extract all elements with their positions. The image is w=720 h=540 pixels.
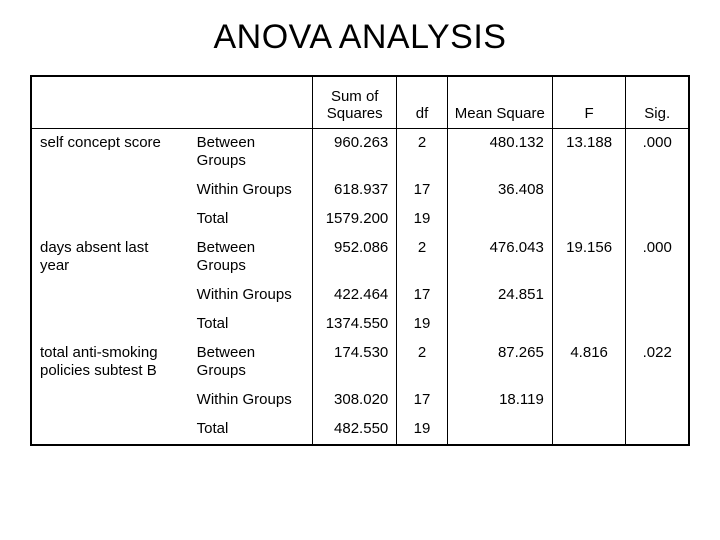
ss-cell: 1374.550 <box>313 310 397 339</box>
f-cell <box>552 386 626 415</box>
anova-table: Sum ofSquares df Mean Square F Sig. self… <box>30 75 690 446</box>
table-row: total anti-smoking policies subtest BBet… <box>31 339 689 387</box>
df-cell: 2 <box>397 128 447 176</box>
sig-cell: .000 <box>626 128 689 176</box>
col-header-df: df <box>397 76 447 128</box>
col-header-ms: Mean Square <box>447 76 552 128</box>
ss-cell: 482.550 <box>313 415 397 445</box>
f-cell <box>552 176 626 205</box>
ms-cell <box>447 310 552 339</box>
slide: ANOVA ANALYSIS Sum ofSquares df Mean Squ… <box>0 0 720 540</box>
sig-cell <box>626 205 689 234</box>
ss-cell: 422.464 <box>313 281 397 310</box>
source-cell: Between Groups <box>189 339 313 387</box>
f-cell <box>552 415 626 445</box>
sig-cell <box>626 415 689 445</box>
f-cell: 19.156 <box>552 234 626 282</box>
ms-cell <box>447 415 552 445</box>
source-cell: Between Groups <box>189 128 313 176</box>
sig-cell <box>626 176 689 205</box>
col-header-source <box>189 76 313 128</box>
f-cell: 13.188 <box>552 128 626 176</box>
table-row: self concept scoreBetween Groups960.2632… <box>31 128 689 176</box>
ms-cell <box>447 205 552 234</box>
df-cell: 17 <box>397 386 447 415</box>
source-cell: Within Groups <box>189 176 313 205</box>
source-cell: Between Groups <box>189 234 313 282</box>
ms-cell: 36.408 <box>447 176 552 205</box>
df-cell: 2 <box>397 234 447 282</box>
anova-body: self concept scoreBetween Groups960.2632… <box>31 128 689 445</box>
source-cell: Total <box>189 415 313 445</box>
ms-cell: 480.132 <box>447 128 552 176</box>
ms-cell: 18.119 <box>447 386 552 415</box>
col-header-sig: Sig. <box>626 76 689 128</box>
sig-cell <box>626 386 689 415</box>
ms-cell: 87.265 <box>447 339 552 387</box>
source-cell: Total <box>189 205 313 234</box>
ss-cell: 960.263 <box>313 128 397 176</box>
df-cell: 17 <box>397 281 447 310</box>
f-cell: 4.816 <box>552 339 626 387</box>
table-header-row: Sum ofSquares df Mean Square F Sig. <box>31 76 689 128</box>
df-cell: 19 <box>397 310 447 339</box>
dependent-variable-cell: self concept score <box>31 128 189 234</box>
df-cell: 19 <box>397 205 447 234</box>
f-cell <box>552 281 626 310</box>
ss-cell: 618.937 <box>313 176 397 205</box>
source-cell: Total <box>189 310 313 339</box>
ms-cell: 476.043 <box>447 234 552 282</box>
table-row: days absent last yearBetween Groups952.0… <box>31 234 689 282</box>
page-title: ANOVA ANALYSIS <box>30 18 690 57</box>
df-cell: 17 <box>397 176 447 205</box>
f-cell <box>552 205 626 234</box>
sig-cell <box>626 310 689 339</box>
f-cell <box>552 310 626 339</box>
ss-cell: 1579.200 <box>313 205 397 234</box>
ss-cell: 174.530 <box>313 339 397 387</box>
sig-cell: .022 <box>626 339 689 387</box>
sig-cell: .000 <box>626 234 689 282</box>
ss-cell: 952.086 <box>313 234 397 282</box>
df-cell: 2 <box>397 339 447 387</box>
col-header-f: F <box>552 76 626 128</box>
dependent-variable-cell: total anti-smoking policies subtest B <box>31 339 189 445</box>
source-cell: Within Groups <box>189 386 313 415</box>
ms-cell: 24.851 <box>447 281 552 310</box>
ss-cell: 308.020 <box>313 386 397 415</box>
dependent-variable-cell: days absent last year <box>31 234 189 339</box>
col-header-ss: Sum ofSquares <box>313 76 397 128</box>
col-header-dv <box>31 76 189 128</box>
sig-cell <box>626 281 689 310</box>
df-cell: 19 <box>397 415 447 445</box>
source-cell: Within Groups <box>189 281 313 310</box>
